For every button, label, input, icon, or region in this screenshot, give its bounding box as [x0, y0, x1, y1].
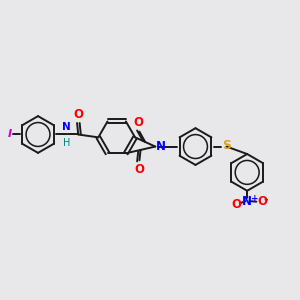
Text: O: O	[134, 163, 144, 176]
Text: O: O	[232, 198, 242, 211]
Text: N: N	[62, 122, 71, 133]
Text: O: O	[134, 116, 144, 129]
Text: I: I	[8, 130, 12, 140]
Text: S: S	[222, 140, 231, 152]
Text: +: +	[250, 194, 258, 203]
Text: -: -	[264, 194, 268, 204]
Text: H: H	[63, 138, 70, 148]
Text: O: O	[73, 108, 83, 121]
Text: N: N	[242, 195, 252, 208]
Text: O: O	[257, 195, 267, 208]
Text: N: N	[156, 140, 166, 153]
Text: ·: ·	[241, 196, 245, 209]
